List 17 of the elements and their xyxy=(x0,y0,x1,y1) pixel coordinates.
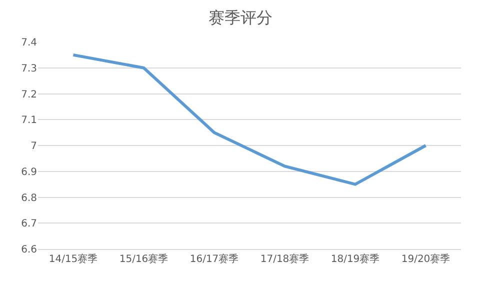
y-tick-label: 7.3 xyxy=(21,63,37,74)
x-tick-label: 15/16赛季 xyxy=(119,253,168,265)
x-tick-label: 14/15赛季 xyxy=(48,253,98,265)
x-tick-label: 18/19赛季 xyxy=(330,253,380,265)
y-tick-label: 7 xyxy=(30,141,37,152)
y-tick-label: 6.9 xyxy=(21,166,37,178)
y-tick-label: 6.7 xyxy=(21,218,37,230)
line-series xyxy=(72,53,428,186)
y-tick-label: 7.4 xyxy=(21,38,37,48)
y-tick-label: 6.8 xyxy=(21,192,37,204)
chart-title: 赛季评分 xyxy=(208,8,272,27)
x-tick-label: 17/18赛季 xyxy=(260,253,310,265)
x-tick-label: 16/17赛季 xyxy=(190,253,239,265)
y-tick-label: 7.1 xyxy=(21,115,37,126)
y-tick-label: 7.2 xyxy=(21,89,37,100)
x-tick-label: 19/20赛季 xyxy=(401,253,450,265)
y-tick-label: 6.6 xyxy=(21,244,37,256)
